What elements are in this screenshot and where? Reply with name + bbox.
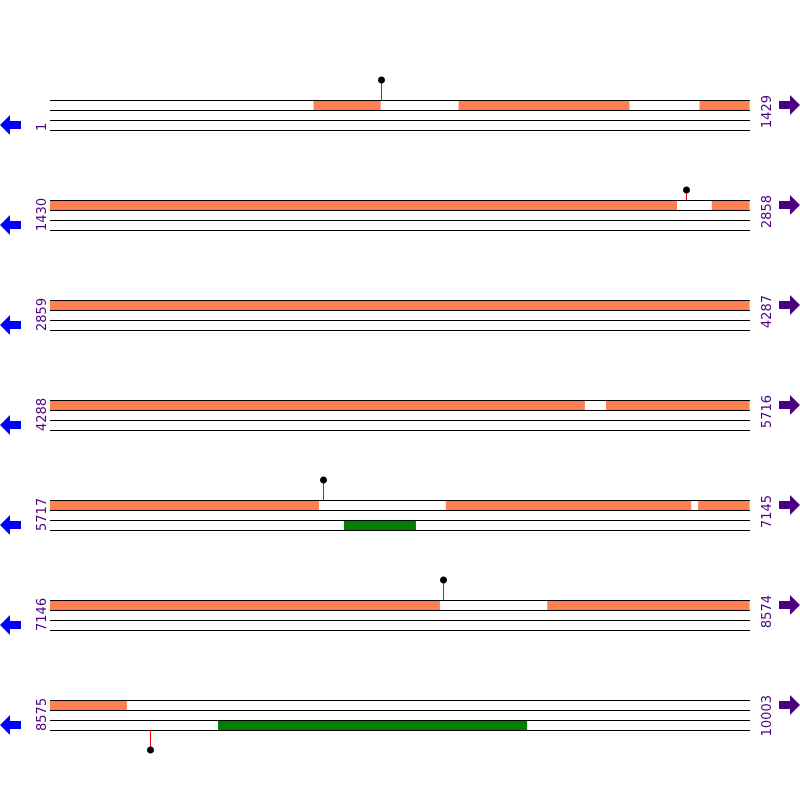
start-label: 5717	[35, 498, 50, 531]
arrow-right-icon[interactable]	[779, 595, 800, 615]
feature-top	[313, 100, 381, 110]
feature-top	[547, 600, 750, 610]
arrow-left-icon[interactable]	[0, 615, 21, 635]
site-marker	[378, 76, 385, 84]
end-label: 5716	[760, 395, 775, 428]
arrow-right-icon[interactable]	[779, 195, 800, 215]
feature-top	[698, 500, 750, 510]
arrow-left-icon[interactable]	[0, 115, 21, 135]
end-label: 4287	[760, 295, 775, 328]
site-marker	[147, 746, 154, 754]
site-marker	[320, 476, 327, 484]
start-label: 1	[35, 123, 50, 131]
arrow-left-icon[interactable]	[0, 215, 21, 235]
sequence-row: 1430 2858	[0, 186, 800, 235]
sequence-row: 1 1429	[0, 76, 800, 135]
arrow-right-icon[interactable]	[779, 95, 800, 115]
feature-bottom	[343, 520, 416, 530]
arrow-right-icon[interactable]	[779, 295, 800, 315]
feature-top	[50, 500, 319, 510]
arrow-right-icon[interactable]	[779, 395, 800, 415]
start-label: 1430	[35, 198, 50, 231]
site-marker	[440, 576, 447, 584]
feature-top	[711, 200, 750, 210]
start-label: 2859	[35, 298, 50, 331]
arrow-right-icon[interactable]	[779, 695, 800, 715]
sequence-row: 5717 7145	[0, 476, 800, 535]
feature-top	[50, 700, 127, 710]
feature-bottom	[218, 720, 528, 730]
end-label: 1429	[760, 95, 775, 128]
end-label: 8574	[760, 595, 775, 628]
start-label: 4288	[35, 398, 50, 431]
sequence-row: 7146 8574	[0, 576, 800, 635]
sequence-row: 2859 4287	[0, 295, 800, 335]
arrow-right-icon[interactable]	[779, 495, 800, 515]
sequence-row: 4288 5716	[0, 395, 800, 435]
feature-top	[50, 600, 440, 610]
start-label: 7146	[35, 598, 50, 631]
end-label: 10003	[760, 695, 775, 736]
arrow-left-icon[interactable]	[0, 415, 21, 435]
feature-top	[445, 500, 692, 510]
start-label: 8575	[35, 698, 50, 731]
feature-top	[50, 300, 750, 310]
feature-top	[605, 400, 750, 410]
arrow-left-icon[interactable]	[0, 715, 21, 735]
arrow-left-icon[interactable]	[0, 515, 21, 535]
feature-top	[458, 100, 630, 110]
feature-top	[50, 200, 678, 210]
end-label: 7145	[760, 495, 775, 528]
feature-top	[699, 100, 750, 110]
arrow-left-icon[interactable]	[0, 315, 21, 335]
site-marker	[683, 186, 690, 194]
sequence-row: 8575 10003	[0, 695, 800, 754]
feature-top	[50, 400, 585, 410]
end-label: 2858	[760, 195, 775, 228]
